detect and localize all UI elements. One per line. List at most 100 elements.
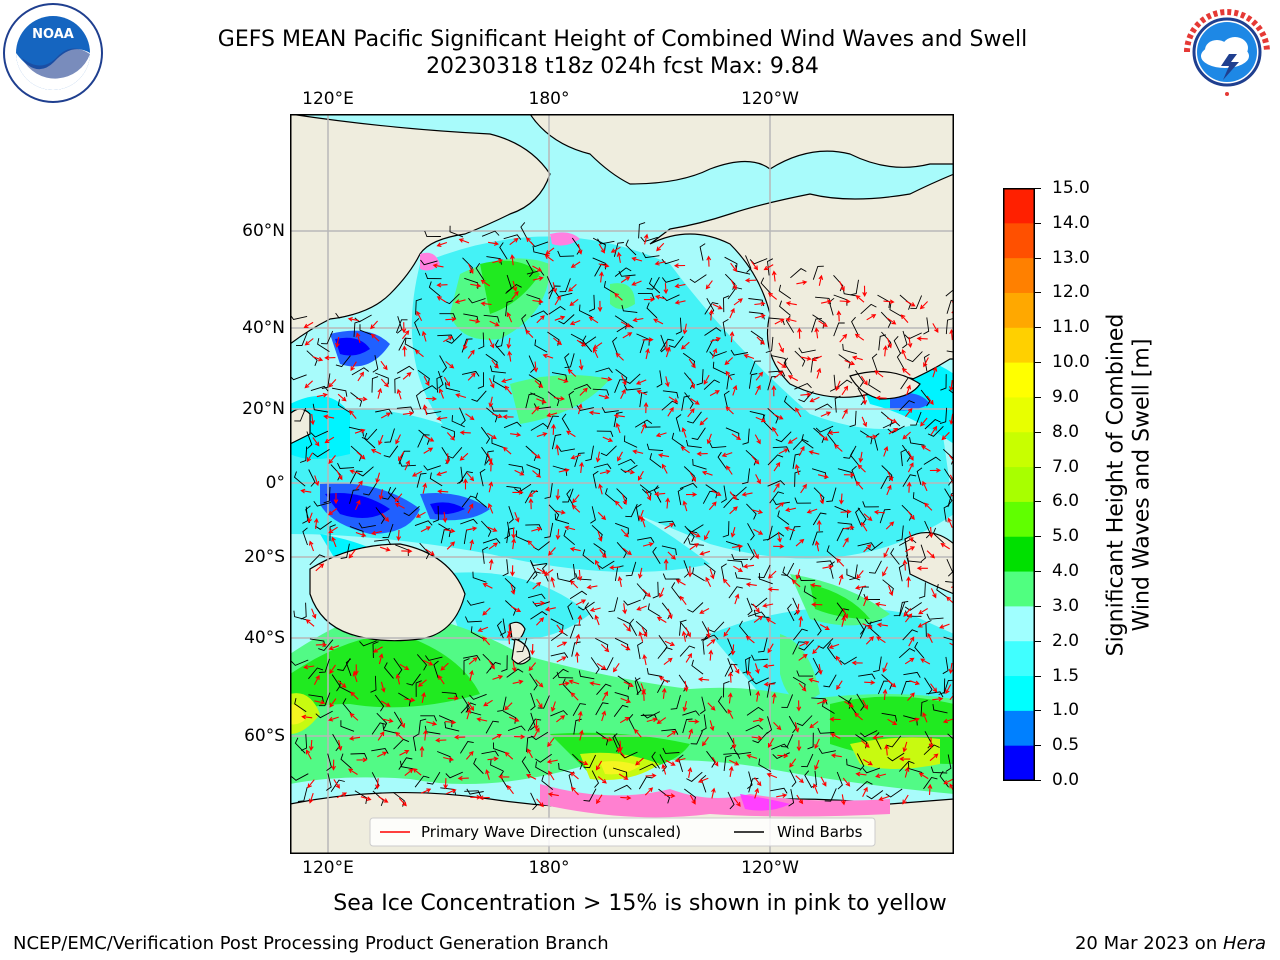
colorbar-tick-label: 3.0 [1052,595,1080,616]
wave-direction-arrow [752,717,764,723]
wave-direction-arrow [732,544,744,549]
wave-direction-arrow [373,646,383,653]
wind-barb [600,445,617,457]
wind-barb [723,752,741,759]
wind-barb [548,305,566,315]
wind-barb [945,754,952,772]
wave-direction-arrow [480,279,491,287]
wave-direction-arrow [554,315,566,321]
wind-barb [299,446,308,463]
wave-direction-arrow [754,313,766,319]
noaa-logo-text: NOAA [32,27,74,42]
wave-direction-arrow [307,779,315,789]
wind-barb [923,317,930,335]
wave-direction-arrow [816,367,822,379]
wave-direction-arrow [819,624,830,630]
wind-barb [775,431,792,443]
wave-direction-arrow [776,793,788,799]
wind-barb [945,288,954,297]
wind-barb [741,468,751,485]
wind-barb [661,545,677,556]
wind-barb [506,527,515,544]
wave-direction-arrow [467,349,475,359]
wind-barb [728,586,743,599]
colorbar-cell [1003,675,1035,711]
wave-direction-arrow [596,662,607,670]
wave-direction-arrow [642,542,654,547]
wave-direction-arrow [622,603,628,615]
wave-direction-arrow [796,700,802,712]
wave-direction-arrow [443,376,451,387]
wave-direction-arrow [323,414,335,420]
wind-barb [723,755,732,771]
wind-barb [530,792,538,811]
wind-barb [923,776,938,790]
wind-barb [816,560,834,567]
wave-direction-arrow [906,576,911,588]
wave-direction-arrow [696,451,708,457]
wave-direction-arrow [794,464,800,475]
wave-direction-arrow [798,653,808,661]
wind-barb [691,427,706,441]
wind-barb [620,751,638,759]
wave-direction-arrow [798,615,804,627]
wave-direction-arrow [528,489,538,498]
wave-direction-arrow [436,416,448,421]
wave-direction-arrow [907,336,913,349]
wind-barb [789,526,801,541]
wind-barb [639,391,648,408]
wind-barb [945,581,954,583]
wave-direction-arrow [328,645,340,651]
wave-direction-arrow [814,327,820,339]
wind-barb [486,256,502,265]
colorbar-tick [1035,605,1041,607]
wave-direction-arrow [569,319,581,326]
wave-direction-arrow [827,430,840,436]
wave-direction-arrow [679,595,687,606]
wave-direction-arrow [447,695,459,701]
wave-direction-arrow [812,645,821,655]
wave-direction-arrow [534,600,546,606]
wave-direction-arrow [620,697,632,704]
wind-barb [885,788,903,798]
wave-direction-arrow [533,727,540,738]
wave-direction-arrow [661,763,667,775]
wave-direction-arrow [349,712,359,721]
wind-barb [857,542,875,548]
wind-barb [457,466,464,484]
wave-direction-arrow [355,531,367,538]
wind-barb [662,747,680,754]
colorbar-tick-label: 6.0 [1052,491,1080,512]
wind-barb [723,390,730,409]
wind-barb [812,657,820,676]
wind-barb [351,367,369,376]
wave-direction-arrow [690,531,701,538]
wind-barb [396,365,415,374]
wind-barb [790,268,807,279]
wave-direction-arrow [675,579,686,586]
wave-direction-arrow [751,735,763,741]
wave-direction-arrow [909,717,920,723]
wave-direction-arrow [699,417,708,426]
wind-barb [727,559,744,568]
wave-direction-arrow [620,276,631,283]
wave-direction-arrow [712,756,719,767]
wave-direction-arrow [862,786,868,798]
wave-direction-arrow [550,576,555,588]
wave-direction-arrow [683,680,689,692]
wind-barb [497,696,507,712]
wave-direction-arrow [598,243,605,254]
wind-barb [826,642,837,660]
wind-barb [309,554,326,566]
wave-direction-arrow [442,511,448,524]
wave-direction-arrow [488,338,495,349]
wave-direction-arrow [746,754,758,759]
wind-barb [445,771,463,779]
wind-barb [658,520,676,527]
wave-direction-arrow [556,641,568,648]
wave-direction-arrow [620,388,626,400]
wind-barb [507,725,526,732]
wind-barb [561,413,570,431]
wind-barb [779,300,791,316]
wave-direction-arrow [380,412,392,419]
